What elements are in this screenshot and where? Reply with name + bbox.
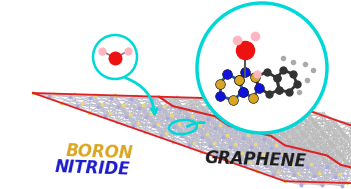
FancyArrowPatch shape bbox=[126, 78, 157, 114]
Text: GRAPHENE: GRAPHENE bbox=[204, 149, 306, 171]
Circle shape bbox=[197, 3, 327, 133]
Text: BORON: BORON bbox=[66, 142, 134, 162]
Text: NITRIDE: NITRIDE bbox=[54, 158, 130, 178]
FancyArrowPatch shape bbox=[187, 123, 204, 126]
Circle shape bbox=[93, 35, 137, 79]
